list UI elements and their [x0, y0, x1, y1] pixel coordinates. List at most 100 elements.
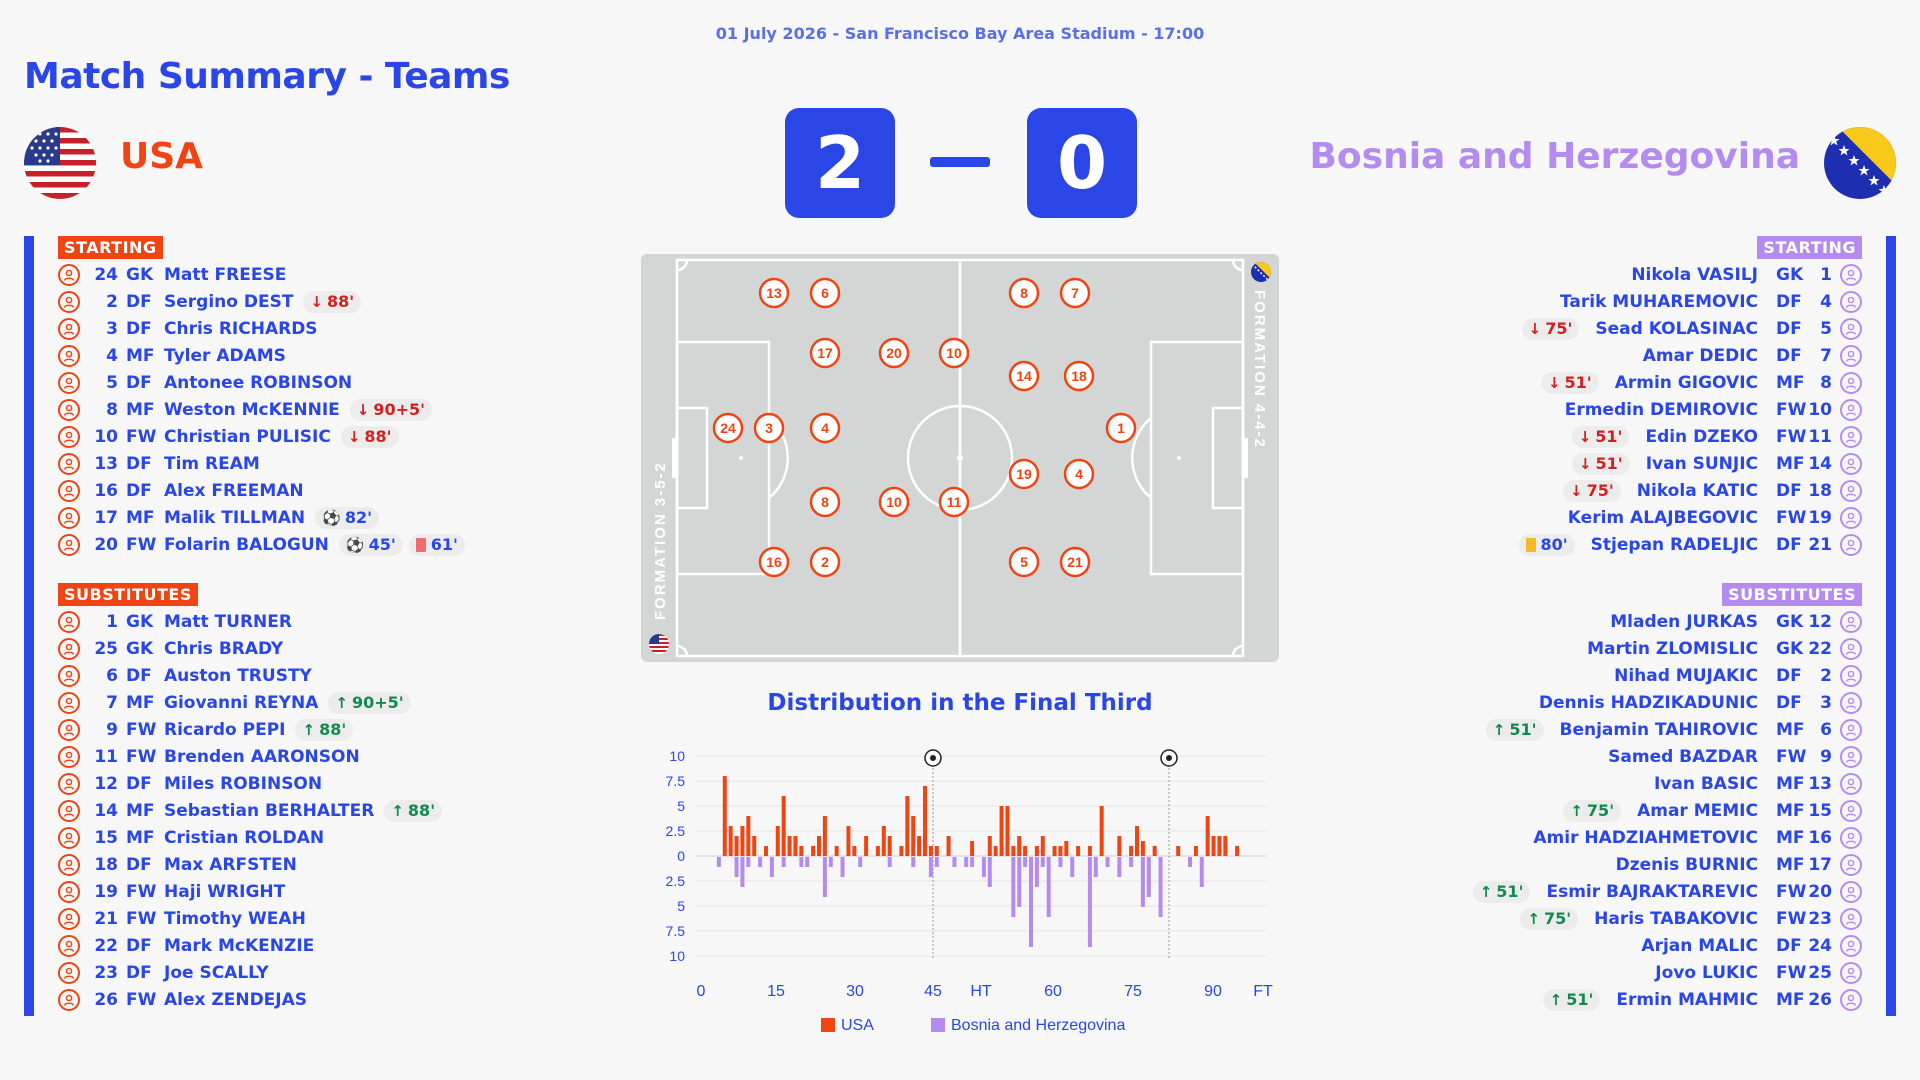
- player-row: 80' Stjepan RADELJIC DF 21: [1262, 531, 1862, 558]
- pitch-player-marker: 21: [1059, 546, 1091, 578]
- sub-in-badge: ↑ 90+5': [328, 691, 411, 714]
- player-name: Amar DEDIC: [1642, 345, 1758, 366]
- player-row: 9 FW Ricardo PEPI ↑ 88': [58, 716, 658, 743]
- pitch-player-marker: 10: [938, 337, 970, 369]
- yellow-card-icon: [1525, 537, 1536, 552]
- player-position: DF: [126, 291, 152, 312]
- bosnia-bar: [1011, 857, 1016, 917]
- player-row: 15 MF Cristian ROLDAN: [58, 824, 658, 851]
- player-name: Antonee ROBINSON: [164, 372, 353, 393]
- pitch-player-number: 4: [1075, 466, 1083, 482]
- bosnia-bar: [769, 857, 774, 877]
- player-name: Timothy WEAH: [164, 908, 306, 929]
- y-tick-label: 5: [677, 798, 685, 814]
- player-avatar-icon: [1840, 691, 1862, 714]
- pitch-player-number: 7: [1071, 285, 1079, 301]
- player-name: Brenden AARONSON: [164, 746, 360, 767]
- bosnia-bar: [758, 857, 763, 867]
- usa-bar: [999, 806, 1004, 856]
- bosnia-bar: [1087, 857, 1092, 947]
- player-position: MF: [1776, 854, 1805, 875]
- usa-bar: [722, 776, 727, 856]
- event-minute: 51': [1509, 720, 1537, 739]
- bosnia-bar: [1158, 857, 1163, 917]
- usa-bar: [1011, 846, 1016, 856]
- player-number: 25: [94, 638, 118, 659]
- pitch-player-number: 18: [1071, 368, 1087, 384]
- player-avatar-icon: [58, 506, 80, 529]
- event-minute: 90+5': [373, 400, 426, 419]
- player-row: 6 DF Auston TRUSTY: [58, 662, 658, 689]
- bosnia-bar: [822, 857, 827, 897]
- player-number: 22: [94, 935, 118, 956]
- player-name: Esmir BAJRAKTAREVIC: [1546, 881, 1758, 902]
- player-name: Benjamin TAHIROVIC: [1559, 719, 1758, 740]
- player-avatar-icon: [1840, 317, 1862, 340]
- usa-bar: [1076, 846, 1081, 856]
- player-number: 8: [106, 399, 118, 420]
- player-row: Amar DEDIC DF 7: [1262, 342, 1862, 369]
- player-number: 1: [106, 611, 118, 632]
- bosnia-bar: [952, 857, 957, 867]
- player-position: MF: [1776, 773, 1805, 794]
- player-position: FW: [126, 426, 157, 447]
- player-position: DF: [126, 318, 152, 339]
- usa-bar: [917, 836, 922, 856]
- player-row: Martin ZLOMISLIC GK 22: [1262, 635, 1862, 662]
- player-number: 15: [1808, 800, 1832, 821]
- player-number: 1: [1820, 264, 1832, 285]
- pitch-player-number: 21: [1067, 554, 1083, 570]
- pitch-player-marker: 8: [809, 486, 841, 518]
- usa-bar: [875, 846, 880, 856]
- usa-bar: [1005, 806, 1010, 856]
- pitch-player-marker: 5: [1008, 546, 1040, 578]
- player-position: GK: [126, 638, 154, 659]
- player-name: Chris RICHARDS: [164, 318, 318, 339]
- bosnia-bar: [911, 857, 916, 867]
- player-row: ↑ 51' Benjamin TAHIROVIC MF 6: [1262, 716, 1862, 743]
- player-position: GK: [1776, 611, 1804, 632]
- event-minute: 51': [1564, 373, 1592, 392]
- player-avatar-icon: [58, 398, 80, 421]
- pitch-player-number: 1: [1117, 420, 1125, 436]
- pitch-player-number: 2: [821, 554, 829, 570]
- player-row: 24 GK Matt FREESE: [58, 261, 658, 288]
- player-row: 21 FW Timothy WEAH: [58, 905, 658, 932]
- player-avatar-icon: [58, 907, 80, 930]
- sub-in-arrow-icon: ↑: [1527, 909, 1540, 928]
- player-avatar-icon: [58, 880, 80, 903]
- sub-in-arrow-icon: ↑: [335, 693, 348, 712]
- player-row: Arjan MALIC DF 24: [1262, 932, 1862, 959]
- player-number: 19: [1808, 507, 1832, 528]
- player-number: 9: [106, 719, 118, 740]
- final-third-chart: Distribution in the Final Third 10 7.5 5 2.…: [641, 690, 1279, 1050]
- usa-bar: [752, 836, 757, 856]
- bosnia-bar: [1058, 857, 1063, 867]
- player-avatar-icon: [58, 772, 80, 795]
- bosnia-bar: [1199, 857, 1204, 887]
- player-row: Kerim ALAJBEGOVIC FW 19: [1262, 504, 1862, 531]
- player-name: Mark McKENZIE: [164, 935, 315, 956]
- usa-bar: [1017, 836, 1022, 856]
- player-avatar-icon: [1840, 344, 1862, 367]
- player-avatar-icon: [1840, 610, 1862, 633]
- player-avatar-icon: [1840, 506, 1862, 529]
- player-number: 10: [94, 426, 118, 447]
- event-minute: 75': [1543, 909, 1572, 928]
- player-position: MF: [126, 399, 155, 420]
- player-number: 23: [1808, 908, 1832, 929]
- red-card-badge: 61': [408, 533, 465, 556]
- usa-bar: [1217, 836, 1222, 856]
- player-name: Jovo LUKIC: [1655, 962, 1758, 983]
- player-position: DF: [1776, 935, 1802, 956]
- sub-in-badge: ↑ 88': [384, 799, 443, 822]
- player-name: Chris BRADY: [164, 638, 284, 659]
- player-row: 5 DF Antonee ROBINSON: [58, 369, 658, 396]
- player-row: 18 DF Max ARFSTEN: [58, 851, 658, 878]
- sub-in-arrow-icon: ↑: [391, 801, 404, 820]
- event-minute: 88': [327, 292, 355, 311]
- player-position: GK: [126, 264, 154, 285]
- home-team-name: USA: [120, 136, 204, 177]
- bosnia-bar: [828, 857, 833, 867]
- event-minute: 90+5': [351, 693, 404, 712]
